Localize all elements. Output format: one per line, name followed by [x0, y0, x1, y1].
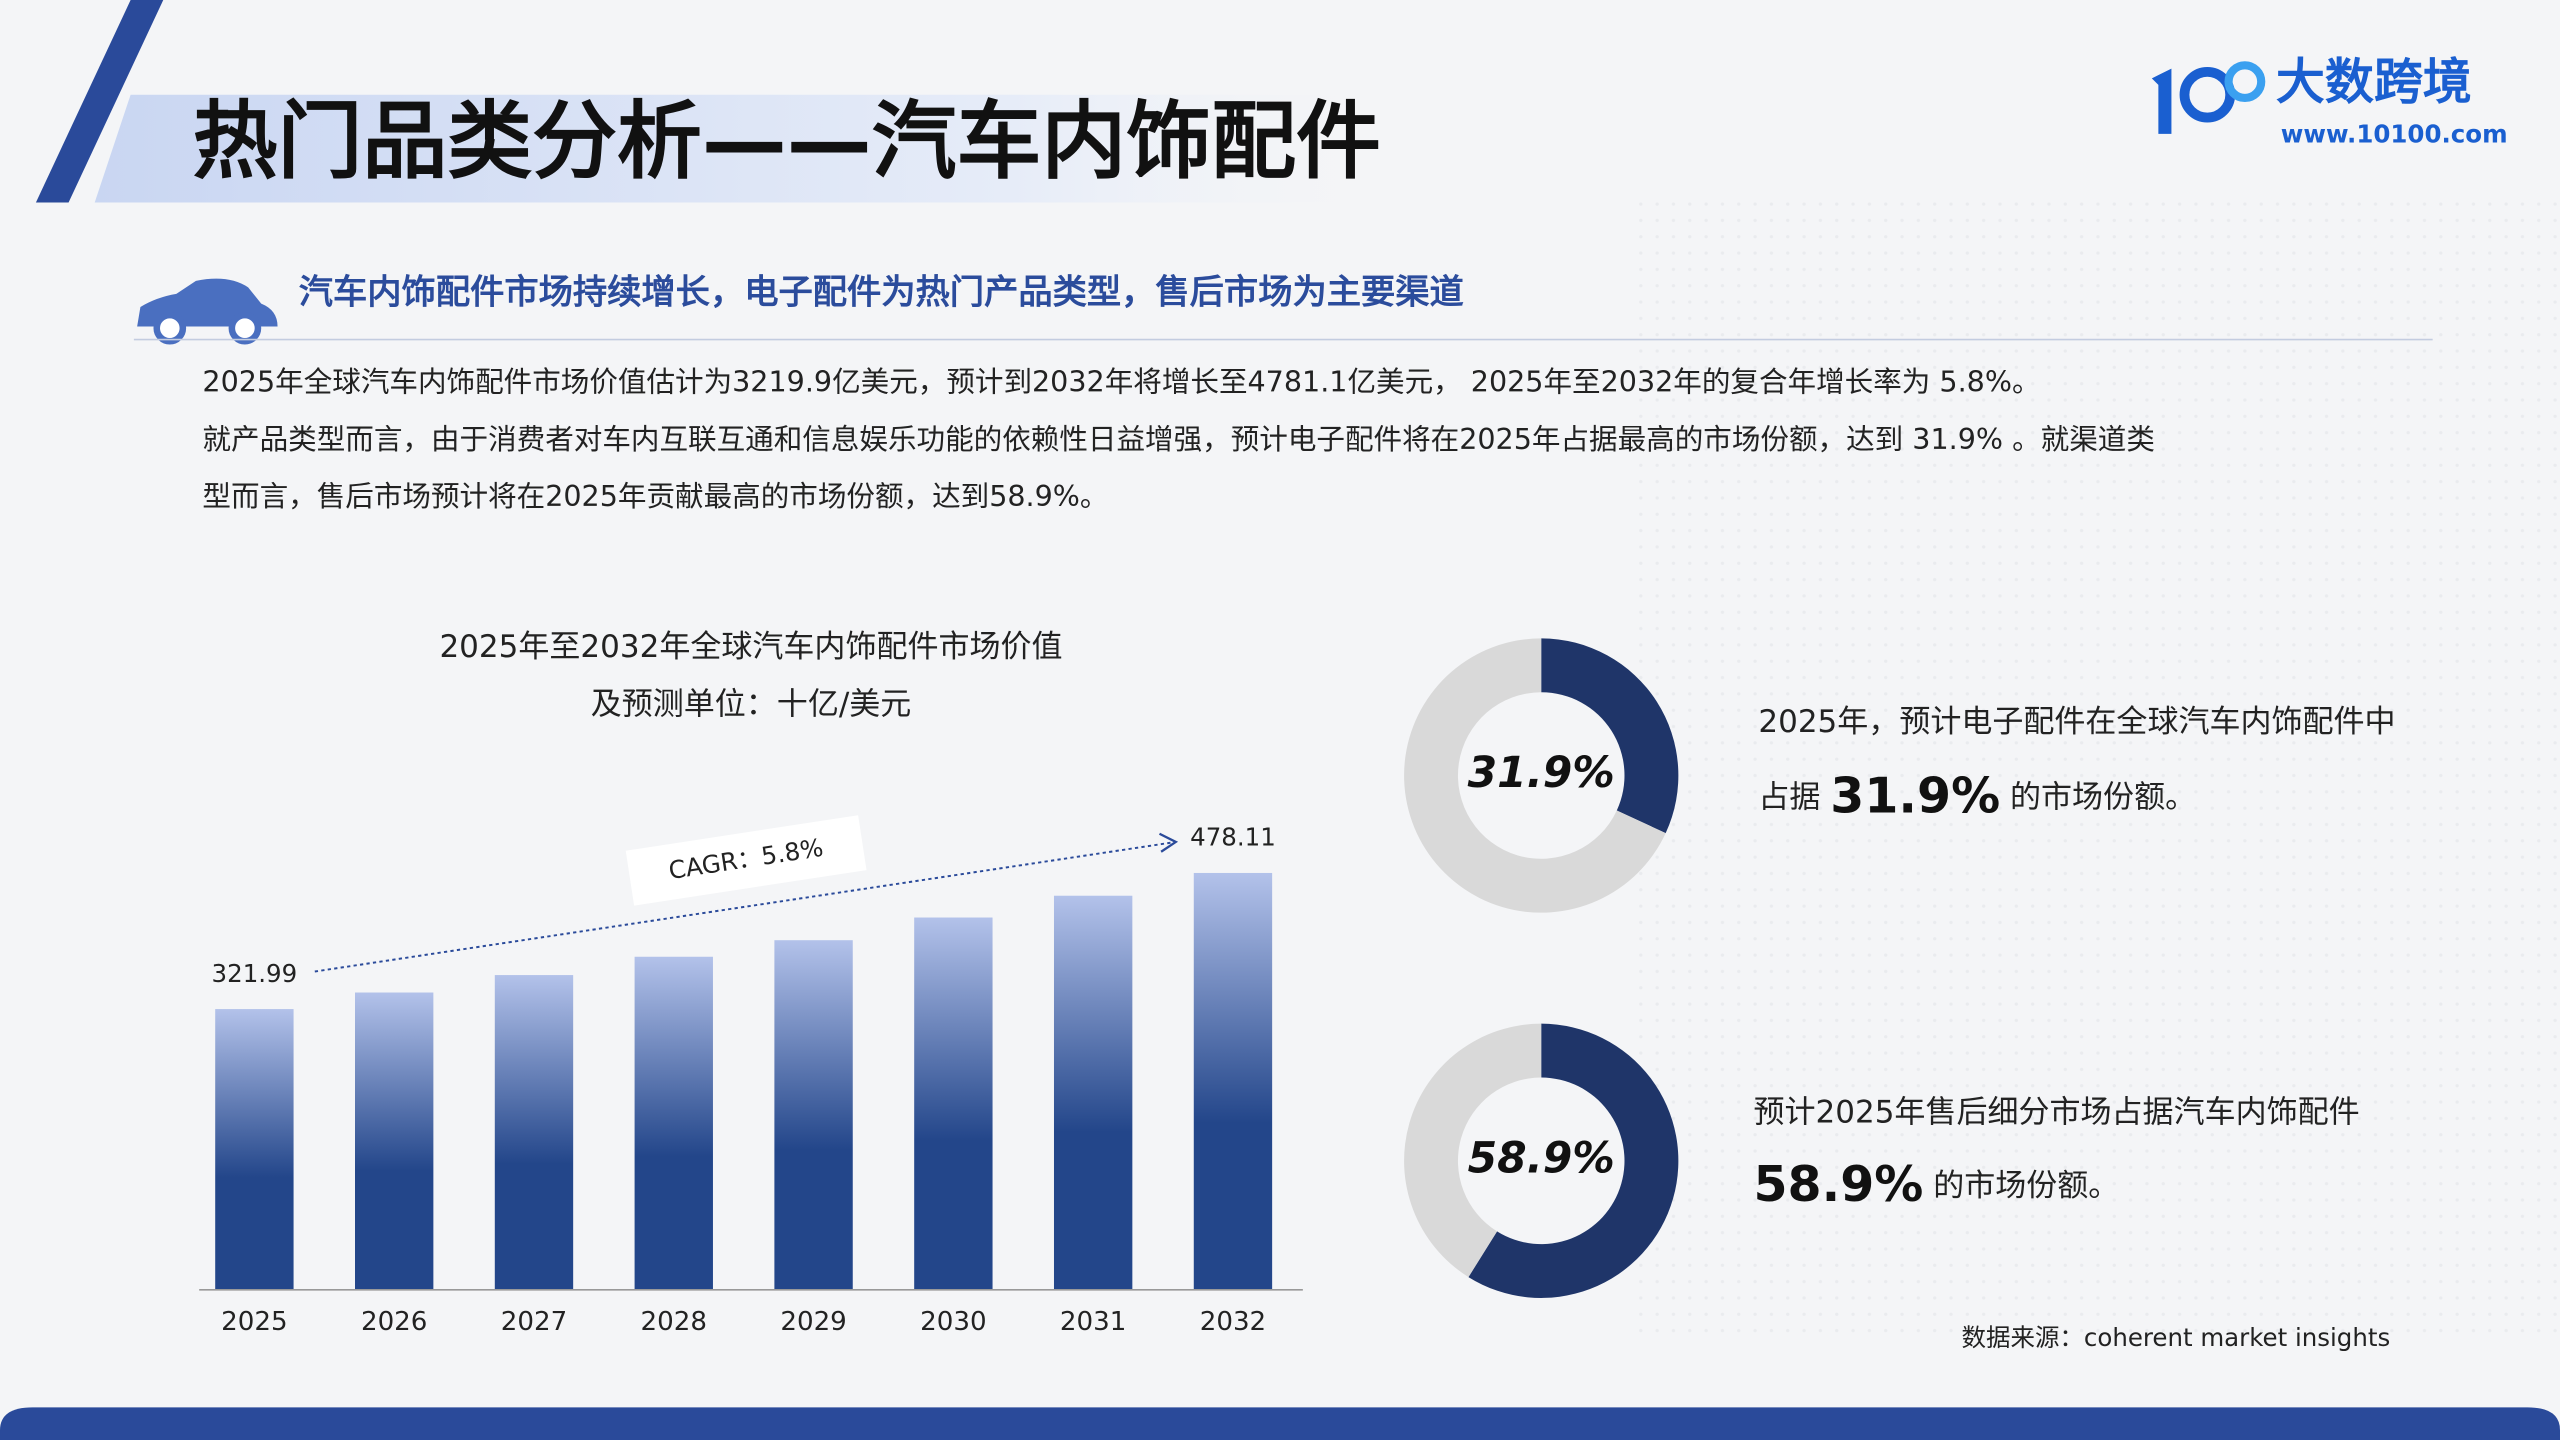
note-text: 2025年，预计电子配件在全球汽车内饰配件中 — [1758, 704, 2395, 740]
chart-title: 2025年至2032年全球汽车内饰配件市场价值 — [439, 629, 1062, 665]
bar — [1193, 872, 1273, 1290]
x-tick-label: 2032 — [1200, 1307, 1266, 1337]
donut-segment — [1541, 638, 1679, 834]
bar — [634, 956, 713, 1290]
donut-segment — [1404, 1023, 1542, 1278]
x-tick-label: 2027 — [501, 1307, 567, 1337]
page-title: 热门品类分析——汽车内饰配件 — [193, 92, 1381, 191]
paragraph: 2025年全球汽车内饰配件市场价值估计为3219.9亿美元，预计到2032年将增… — [202, 365, 2040, 399]
title-stripe — [35, 0, 164, 203]
chart-subtitle: 及预测单位：十亿/美元 — [591, 686, 912, 722]
note-highlight: 31.9% — [1830, 767, 2000, 824]
title-band — [94, 94, 1405, 203]
note-highlight: 58.9% — [1753, 1155, 1923, 1212]
paragraph: 就产品类型而言，由于消费者对车内互联互通和信息娱乐功能的依赖性日益增强，预计电子… — [202, 422, 2154, 456]
donut-segment — [1404, 638, 1666, 913]
bar — [914, 917, 993, 1290]
brand-name: 大数跨境 — [2276, 53, 2472, 110]
section-subtitle: 汽车内饰配件市场持续增长，电子配件为热门产品类型，售后市场为主要渠道 — [299, 272, 1464, 312]
donut-label: 58.9% — [1468, 1134, 1615, 1183]
x-tick-label: 2031 — [1060, 1307, 1126, 1337]
car-icon — [137, 278, 278, 345]
x-tick-label: 2030 — [920, 1307, 986, 1337]
data-label: 321.99 — [212, 959, 298, 988]
data-label: 478.11 — [1190, 823, 1276, 852]
donut-label: 31.9% — [1468, 749, 1615, 798]
x-tick-label: 2029 — [780, 1307, 846, 1337]
brand-url: www.10100.com — [2281, 120, 2508, 149]
note-text: 的市场份额。 — [2010, 779, 2196, 815]
dot-pattern — [1632, 195, 2560, 1339]
paragraph: 型而言，售后市场预计将在2025年贡献最高的市场份额，达到58.9%。 — [202, 479, 1108, 513]
logo-icon — [2151, 68, 2172, 134]
bar — [1053, 895, 1133, 1290]
note-text: 占据 31.9% 的市场份额。 — [1758, 767, 2196, 824]
x-tick-label: 2028 — [641, 1307, 707, 1337]
note-text: 预计2025年售后细分市场占据汽车内饰配件 — [1753, 1094, 2359, 1130]
trend-arrowhead — [1158, 832, 1179, 853]
note-text: 的市场份额。 — [1933, 1168, 2119, 1204]
bar — [215, 1009, 294, 1290]
note-text: 58.9% 的市场份额。 — [1753, 1155, 2119, 1212]
x-tick-label: 2026 — [361, 1307, 427, 1337]
bar — [774, 940, 853, 1290]
annotation: CAGR：5.8% — [625, 815, 867, 906]
note-text: 占据 — [1758, 779, 1820, 815]
trend-arrow — [314, 840, 1176, 973]
logo-icon — [2224, 61, 2266, 103]
annotation-box — [625, 815, 867, 906]
donut-segment — [1468, 1023, 1679, 1298]
car-wheel — [228, 311, 262, 345]
car-wheel — [153, 311, 187, 345]
bar — [355, 992, 434, 1290]
source: 数据来源：coherent market insights — [1962, 1323, 2391, 1352]
footer-bar — [0, 1407, 2560, 1440]
x-tick-label: 2025 — [221, 1307, 287, 1337]
bar — [494, 975, 574, 1290]
logo: 大数跨境 www.10100.com — [2151, 53, 2508, 149]
